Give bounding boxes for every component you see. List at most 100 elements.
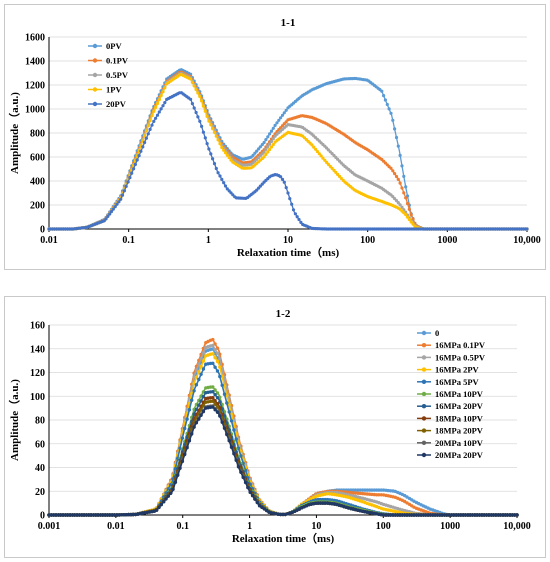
chart2-series-point-10 — [505, 513, 510, 517]
chart1-series-point-3 — [211, 127, 215, 131]
chart1-series-point-0 — [268, 132, 272, 136]
chart2-y-tick-label: 140 — [30, 344, 45, 355]
chart2-series-point-10 — [194, 421, 199, 425]
chart1-series-point-3 — [154, 105, 158, 109]
chart2-legend-label-1: 16MPa 0.1PV — [435, 340, 486, 350]
chart1-series-point-3 — [143, 134, 147, 138]
chart1-series-point-4 — [203, 136, 207, 140]
chart1-series-point-3 — [266, 150, 270, 154]
chart-1-1-svg: 1-1 0 200 400 600 800 1000 1200 1400 1600 0.01 0.1 1… — [8, 17, 541, 259]
chart1-series-point-4 — [126, 180, 130, 184]
chart1-series-point-3 — [319, 154, 323, 158]
chart2-series-point-10 — [435, 513, 440, 517]
chart1-series-point-4 — [144, 136, 148, 140]
chart1-series-point-3 — [218, 142, 222, 146]
chart1-series-point-4 — [104, 217, 108, 221]
chart2-series-point-10 — [211, 405, 215, 409]
chart2-series-point-4 — [197, 377, 201, 382]
chart1-series-point-1 — [396, 177, 400, 181]
chart1-legend-marker-2 — [92, 72, 98, 78]
chart1-series-point-4 — [196, 115, 200, 119]
chart2-series-point-3 — [215, 359, 220, 364]
chart1-series-point-3 — [189, 77, 193, 81]
chart2-series-point-4 — [222, 392, 227, 396]
chart1-series-point-4 — [194, 110, 198, 115]
chart1-series-point-0 — [269, 129, 274, 133]
chart1-series-point-4 — [124, 184, 128, 188]
chart1-series-point-4 — [225, 187, 229, 191]
chart1-series-point-3 — [200, 99, 204, 103]
chart2-series-point-10 — [192, 425, 196, 429]
chart2-series-point-10 — [190, 432, 194, 436]
chart1-series-point-4 — [223, 184, 228, 188]
chart2-series-point-10 — [510, 513, 514, 517]
chart1-series-point-4 — [297, 217, 301, 222]
chart2-series-point-10 — [239, 470, 243, 474]
chart2-series-point-10 — [84, 513, 89, 517]
chart2-series-point-10 — [417, 513, 421, 517]
chart1-series-point-4 — [111, 207, 115, 211]
chart1-series-point-3 — [146, 124, 150, 128]
chart2-series-point-4 — [227, 410, 231, 414]
chart2-x-tick-label: 1 — [247, 521, 252, 532]
chart2-series-point-0 — [346, 488, 351, 492]
chart1-series-point-0 — [393, 127, 397, 131]
chart1-series-point-4 — [159, 107, 163, 111]
chart1-series-point-4 — [189, 97, 193, 101]
chart1-series-point-2 — [271, 137, 275, 141]
chart1-series-point-0 — [398, 153, 402, 157]
chart1-series-point-3 — [411, 222, 415, 226]
chart1-series-point-3 — [203, 109, 207, 113]
chart1-series-point-3 — [314, 147, 318, 151]
chart2-legend-marker-6 — [421, 404, 427, 409]
chart2-series-point-10 — [236, 465, 241, 469]
chart2-series-point-10 — [183, 452, 187, 457]
chart1-legend-marker-1 — [92, 58, 98, 63]
chart1-y-tick-label: 1000 — [25, 105, 45, 116]
chart2-series-point-0 — [370, 488, 374, 492]
chart2-legend-label-5: 16MPa 10PV — [435, 389, 484, 399]
chart2-series-point-10 — [112, 513, 117, 517]
chart1-series-point-3 — [405, 215, 410, 219]
chart2-series-point-2 — [220, 367, 224, 371]
chart1-series-point-3 — [148, 119, 152, 123]
chart1-series-point-0 — [394, 135, 399, 140]
chart1-x-tick-label: 10 — [283, 235, 293, 246]
chart1-series-point-3 — [209, 123, 213, 127]
chart2-series-point-10 — [77, 513, 82, 517]
chart1-series-point-0 — [255, 149, 259, 153]
chart2-series-point-10 — [131, 512, 135, 517]
chart1-series-point-0 — [257, 147, 261, 151]
chart1-y-tick-label: 1200 — [25, 81, 45, 92]
chart2-series-point-3 — [194, 375, 199, 380]
chart2-series-point-0 — [353, 488, 358, 492]
chart1-series-point-4 — [117, 200, 121, 204]
chart1-series-point-1 — [402, 191, 406, 195]
chart1-legend-label-4: 20PV — [106, 99, 127, 109]
chart2-series-point-10 — [66, 513, 70, 517]
chart2-legend-marker-3 — [421, 367, 427, 372]
chart1-series-point-0 — [280, 113, 285, 117]
chart1-legend-label-3: 1PV — [106, 85, 122, 95]
chart1-series-point-2 — [396, 201, 400, 205]
chart1-series-point-0 — [264, 138, 268, 142]
chart1-series-point-0 — [400, 164, 404, 168]
chart1-series-point-3 — [268, 147, 272, 152]
chart2-series-point-4 — [185, 417, 189, 421]
chart2-series-point-4 — [211, 361, 215, 365]
chart2-series-point-6 — [201, 394, 206, 399]
chart1-series-point-4 — [216, 171, 220, 175]
chart2-legend-marker-0 — [421, 330, 427, 336]
chart1-series-point-4 — [161, 104, 165, 108]
chart1-series-point-3 — [216, 138, 220, 142]
chart2-series-point-10 — [412, 513, 416, 517]
chart2-series-point-4 — [194, 383, 199, 387]
chart1-series-point-4 — [143, 140, 147, 145]
chart1-series-point-4 — [190, 102, 194, 106]
chart1-series-point-1 — [404, 196, 408, 200]
chart2-series-point-10 — [159, 502, 163, 507]
chart1-series-point-0 — [277, 118, 281, 122]
chart2-series-point-10 — [187, 439, 192, 443]
chart1-series-point-2 — [262, 150, 266, 154]
chart2-series-point-10 — [232, 452, 236, 456]
